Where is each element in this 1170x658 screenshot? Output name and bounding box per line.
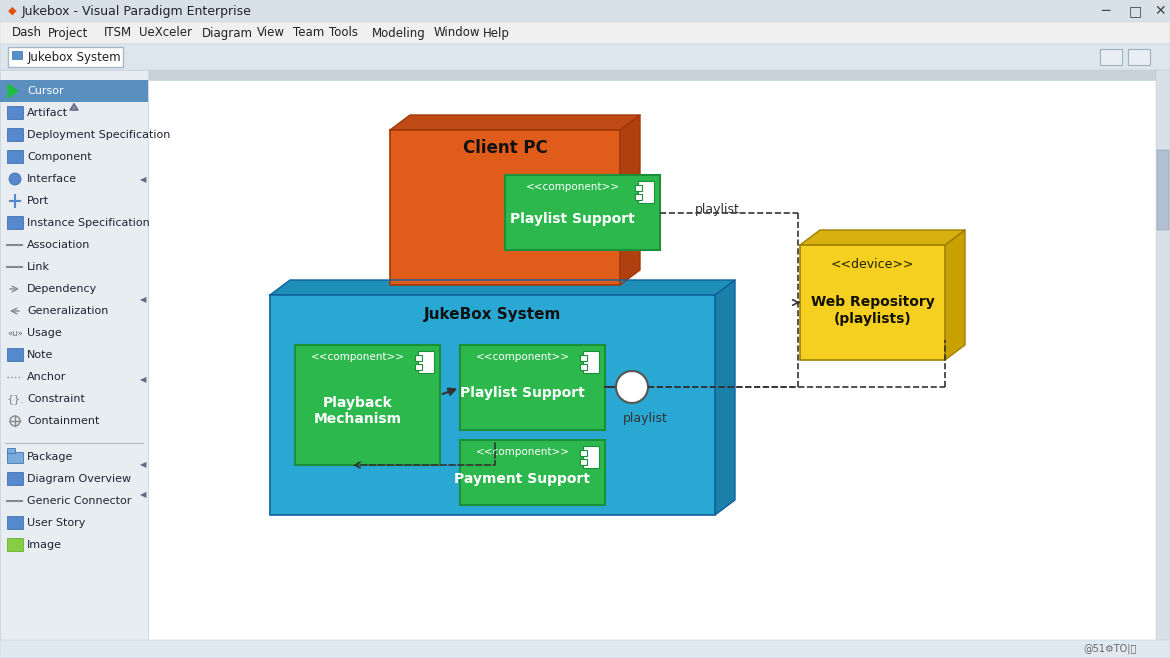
FancyBboxPatch shape — [7, 348, 23, 361]
FancyBboxPatch shape — [1100, 49, 1122, 65]
FancyBboxPatch shape — [7, 516, 23, 529]
Text: <<device>>: <<device>> — [831, 259, 914, 272]
Text: <<component>>: <<component>> — [475, 352, 570, 362]
Text: {}.: {}. — [7, 394, 25, 404]
Polygon shape — [270, 280, 735, 295]
Text: Deployment Specification: Deployment Specification — [27, 130, 171, 140]
FancyBboxPatch shape — [800, 245, 945, 360]
FancyBboxPatch shape — [270, 295, 715, 515]
FancyBboxPatch shape — [580, 364, 587, 370]
Text: Dependency: Dependency — [27, 284, 97, 294]
Text: Usage: Usage — [27, 328, 62, 338]
FancyBboxPatch shape — [7, 448, 15, 453]
Text: Playback
Mechanism: Playback Mechanism — [314, 396, 401, 426]
Text: Link: Link — [27, 262, 50, 272]
Text: ◆: ◆ — [8, 6, 16, 16]
FancyBboxPatch shape — [638, 181, 654, 203]
FancyBboxPatch shape — [583, 351, 599, 373]
FancyBboxPatch shape — [580, 450, 587, 456]
Text: Web Repository
(playlists): Web Repository (playlists) — [811, 295, 935, 326]
Text: Tools: Tools — [329, 26, 358, 39]
Text: <<component>>: <<component>> — [525, 182, 619, 192]
FancyBboxPatch shape — [7, 472, 23, 485]
Text: Help: Help — [482, 26, 509, 39]
Text: playlist: playlist — [695, 203, 739, 216]
Text: Constraint: Constraint — [27, 394, 85, 404]
Text: ✕: ✕ — [1154, 4, 1165, 18]
Text: Image: Image — [27, 540, 62, 550]
Text: Generalization: Generalization — [27, 306, 109, 316]
FancyBboxPatch shape — [7, 452, 23, 463]
FancyBboxPatch shape — [7, 128, 23, 141]
Polygon shape — [8, 84, 18, 98]
Polygon shape — [390, 115, 640, 130]
Text: Note: Note — [27, 350, 54, 360]
FancyBboxPatch shape — [1128, 49, 1150, 65]
FancyBboxPatch shape — [7, 216, 23, 229]
FancyBboxPatch shape — [0, 70, 147, 658]
Polygon shape — [620, 115, 640, 285]
FancyBboxPatch shape — [0, 0, 1170, 22]
Text: Modeling: Modeling — [372, 26, 425, 39]
FancyBboxPatch shape — [415, 355, 422, 361]
FancyBboxPatch shape — [7, 106, 23, 119]
Text: Association: Association — [27, 240, 90, 250]
Circle shape — [615, 371, 648, 403]
Text: Containment: Containment — [27, 416, 99, 426]
Text: Playlist Support: Playlist Support — [460, 386, 585, 401]
Text: Jukebox System: Jukebox System — [28, 51, 122, 64]
FancyBboxPatch shape — [415, 364, 422, 370]
FancyBboxPatch shape — [460, 440, 605, 505]
FancyBboxPatch shape — [460, 345, 605, 430]
FancyBboxPatch shape — [580, 459, 587, 465]
Text: □: □ — [1128, 4, 1142, 18]
Polygon shape — [800, 230, 965, 245]
Text: ◀: ◀ — [139, 295, 146, 305]
FancyBboxPatch shape — [583, 446, 599, 468]
Text: Payment Support: Payment Support — [454, 472, 591, 486]
FancyBboxPatch shape — [295, 345, 440, 465]
Text: Anchor: Anchor — [27, 372, 67, 382]
Text: ◀: ◀ — [139, 376, 146, 384]
Text: <<component>>: <<component>> — [310, 352, 405, 362]
Polygon shape — [945, 230, 965, 360]
FancyBboxPatch shape — [0, 22, 1170, 44]
FancyBboxPatch shape — [1157, 150, 1169, 230]
FancyBboxPatch shape — [0, 640, 1170, 658]
FancyBboxPatch shape — [635, 194, 642, 200]
Text: JukeBox System: JukeBox System — [424, 307, 562, 322]
Text: ◀: ◀ — [139, 176, 146, 184]
FancyBboxPatch shape — [7, 150, 23, 163]
FancyBboxPatch shape — [147, 80, 1170, 650]
FancyBboxPatch shape — [7, 538, 23, 551]
Text: Playlist Support: Playlist Support — [510, 211, 635, 226]
Polygon shape — [715, 280, 735, 515]
Text: Interface: Interface — [27, 174, 77, 184]
Text: ─: ─ — [1101, 4, 1109, 18]
Text: <<component>>: <<component>> — [475, 447, 570, 457]
Text: ◀: ◀ — [139, 461, 146, 470]
Text: «u»: «u» — [7, 328, 22, 338]
FancyBboxPatch shape — [0, 80, 147, 102]
FancyBboxPatch shape — [580, 355, 587, 361]
Text: Port: Port — [27, 196, 49, 206]
Circle shape — [9, 173, 21, 185]
FancyBboxPatch shape — [635, 185, 642, 191]
Text: ◀: ◀ — [139, 490, 146, 499]
FancyBboxPatch shape — [390, 130, 620, 285]
Text: UeXceler: UeXceler — [139, 26, 193, 39]
Text: Team: Team — [292, 26, 324, 39]
FancyBboxPatch shape — [505, 175, 660, 250]
FancyBboxPatch shape — [1156, 70, 1170, 648]
Text: Generic Connector: Generic Connector — [27, 496, 131, 506]
FancyBboxPatch shape — [0, 0, 1170, 22]
FancyBboxPatch shape — [12, 51, 22, 59]
Text: playlist: playlist — [622, 412, 667, 425]
FancyBboxPatch shape — [418, 351, 434, 373]
Polygon shape — [70, 104, 78, 110]
Text: Project: Project — [48, 26, 89, 39]
Text: Instance Specification: Instance Specification — [27, 218, 150, 228]
Text: User Story: User Story — [27, 518, 85, 528]
Text: Component: Component — [27, 152, 91, 162]
